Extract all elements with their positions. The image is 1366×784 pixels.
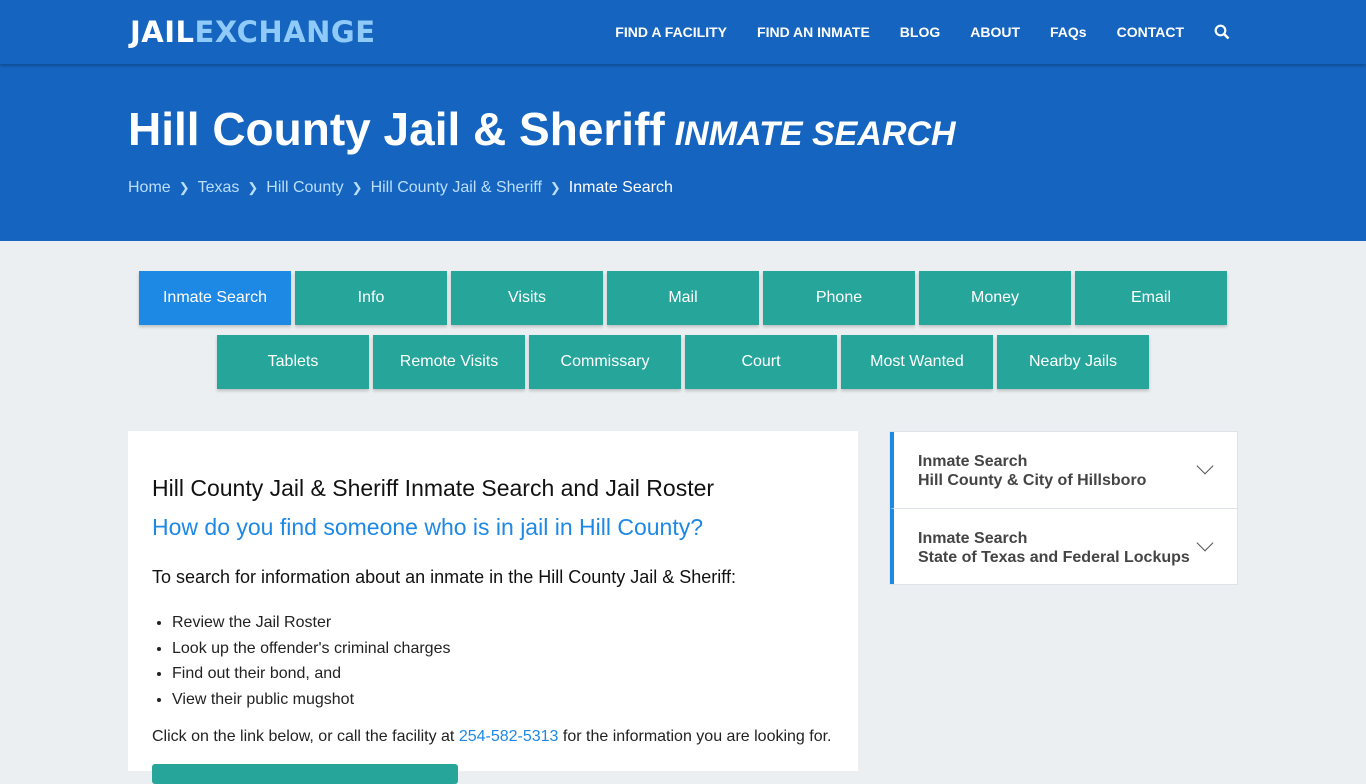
list-item: View their public mugshot — [172, 687, 834, 713]
tab-email[interactable]: Email — [1075, 271, 1227, 325]
tab-most-wanted[interactable]: Most Wanted — [841, 335, 993, 389]
accordion-county-search[interactable]: Inmate Search Hill County & City of Hill… — [890, 432, 1237, 508]
list-item: Find out their bond, and — [172, 661, 834, 687]
tab-info[interactable]: Info — [295, 271, 447, 325]
tab-money[interactable]: Money — [919, 271, 1071, 325]
chevron-right-icon: ❯ — [247, 180, 259, 195]
content-intro: To search for information about an inmat… — [152, 567, 736, 587]
breadcrumb: Home ❯ Texas ❯ Hill County ❯ Hill County Ja… — [128, 179, 673, 197]
accordion-state-search[interactable]: Inmate Search State of Texas and Federal… — [890, 508, 1237, 584]
tab-tablets[interactable]: Tablets — [217, 335, 369, 389]
main-nav: FIND A FACILITY FIND AN INMATE BLOG ABOU… — [615, 0, 1230, 64]
tab-commissary[interactable]: Commissary — [529, 335, 681, 389]
page-title: Hill County Jail & Sheriff INMATE SEARCH — [128, 103, 956, 155]
tab-mail[interactable]: Mail — [607, 271, 759, 325]
tab-nearby-jails[interactable]: Nearby Jails — [997, 335, 1149, 389]
call-text: Click on the link below, or call the fac… — [152, 728, 832, 745]
chevron-right-icon: ❯ — [178, 180, 190, 195]
sidebar-accordion: Inmate Search Hill County & City of Hill… — [889, 431, 1238, 585]
nav-blog[interactable]: BLOG — [899, 24, 941, 40]
hero-banner: Hill County Jail & Sheriff INMATE SEARCH … — [0, 64, 1366, 241]
top-navbar: JAILEXCHANGE FIND A FACILITY FIND AN INM… — [0, 0, 1366, 64]
breadcrumb-home[interactable]: Home — [128, 179, 171, 196]
tab-remote-visits[interactable]: Remote Visits — [373, 335, 525, 389]
nav-faqs[interactable]: FAQs — [1050, 24, 1087, 40]
breadcrumb-current: Inmate Search — [568, 179, 673, 196]
nav-find-inmate[interactable]: FIND AN INMATE — [757, 24, 870, 40]
logo[interactable]: JAILEXCHANGE — [130, 15, 376, 49]
search-icon[interactable] — [1214, 24, 1230, 40]
breadcrumb-facility[interactable]: Hill County Jail & Sheriff — [370, 179, 542, 196]
phone-link[interactable]: 254-582-5313 — [458, 728, 559, 745]
content-heading: Hill County Jail & Sheriff Inmate Search… — [152, 475, 715, 501]
list-item: Review the Jail Roster — [172, 610, 834, 636]
tab-phone[interactable]: Phone — [763, 271, 915, 325]
page-subtitle: INMATE SEARCH — [674, 115, 956, 153]
chevron-right-icon: ❯ — [549, 180, 561, 195]
content-question: How do you find someone who is in jail i… — [152, 514, 704, 540]
nav-contact[interactable]: CONTACT — [1116, 24, 1184, 40]
tab-inmate-search[interactable]: Inmate Search — [139, 271, 291, 325]
steps-list: Review the Jail Roster Look up the offen… — [172, 610, 834, 712]
main-content: Hill County Jail & Sheriff Inmate Search… — [128, 431, 858, 784]
breadcrumb-county[interactable]: Hill County — [266, 179, 344, 196]
nav-about[interactable]: ABOUT — [970, 24, 1021, 40]
nav-find-facility[interactable]: FIND A FACILITY — [615, 24, 728, 40]
roster-button[interactable] — [152, 764, 458, 784]
tab-visits[interactable]: Visits — [451, 271, 603, 325]
tab-court[interactable]: Court — [685, 335, 837, 389]
list-item: Look up the offender's criminal charges — [172, 636, 834, 662]
facility-tabs: Inmate Search Info Visits Mail Phone Mon… — [0, 271, 1366, 399]
chevron-right-icon: ❯ — [351, 180, 363, 195]
breadcrumb-texas[interactable]: Texas — [197, 179, 240, 196]
